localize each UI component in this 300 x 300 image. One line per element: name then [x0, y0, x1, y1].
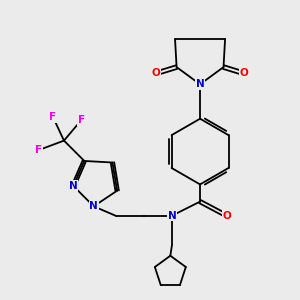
Text: N: N: [167, 211, 176, 221]
Text: O: O: [222, 211, 231, 221]
Text: O: O: [239, 68, 248, 78]
Text: N: N: [69, 181, 78, 191]
Text: N: N: [89, 201, 98, 211]
Text: N: N: [196, 79, 204, 89]
Text: F: F: [78, 115, 85, 125]
Text: F: F: [50, 112, 57, 122]
Text: F: F: [35, 145, 43, 155]
Text: O: O: [152, 68, 161, 78]
